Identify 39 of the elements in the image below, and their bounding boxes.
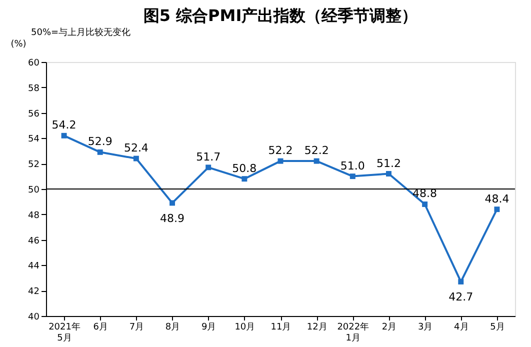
y-tick-label: 54 [28,134,40,145]
x-tick-label: 9月 [201,322,216,332]
y-tick-label: 46 [28,236,40,246]
y-tick-label: 52 [28,160,40,170]
y-tick-label: 42 [28,287,40,298]
x-tick-label: 3月 [418,322,433,332]
data-label: 54.2 [52,118,76,132]
y-tick-label: 58 [28,84,40,94]
y-tick-label: 60 [28,58,40,68]
chart-title: 图5 综合PMI产出指数（经季节调整） [143,6,418,25]
data-label: 51.7 [196,150,221,164]
data-label: 51.2 [376,156,401,170]
x-tick-label: 12月 [306,322,328,332]
x-tick-label: 2022年 1月 [337,322,370,344]
x-tick-label: 8月 [165,322,180,332]
data-label: 52.2 [268,144,293,158]
y-tick-label: 50 [28,186,40,196]
y-tick-label: 40 [28,312,40,322]
y-tick-label: 44 [28,262,40,272]
x-tick-label: 2月 [382,322,397,332]
data-label: 52.9 [88,135,112,148]
data-label: 48.9 [160,212,185,225]
x-tick-label: 5月 [490,322,505,332]
x-tick-label: 7月 [129,322,144,332]
data-label: 48.4 [484,192,510,206]
data-label: 52.4 [124,142,148,155]
y-axis-title: (%) [10,40,26,50]
data-label: 51.0 [340,159,365,172]
data-label: 42.7 [448,290,474,304]
text: 50%=与上月比较无变化 [31,27,131,38]
x-tick-label: 10月 [234,322,256,332]
x-tick-label: 6月 [93,322,108,332]
x-tick-label: 4月 [454,322,469,332]
data-label: 52.2 [304,144,329,158]
x-tick-label: 11月 [270,322,292,332]
data-label: 50.8 [232,162,257,175]
x-tick-label: 2021年 5月 [48,322,80,344]
y-tick-label: 56 [28,109,40,120]
y-tick-label: 48 [28,210,40,221]
